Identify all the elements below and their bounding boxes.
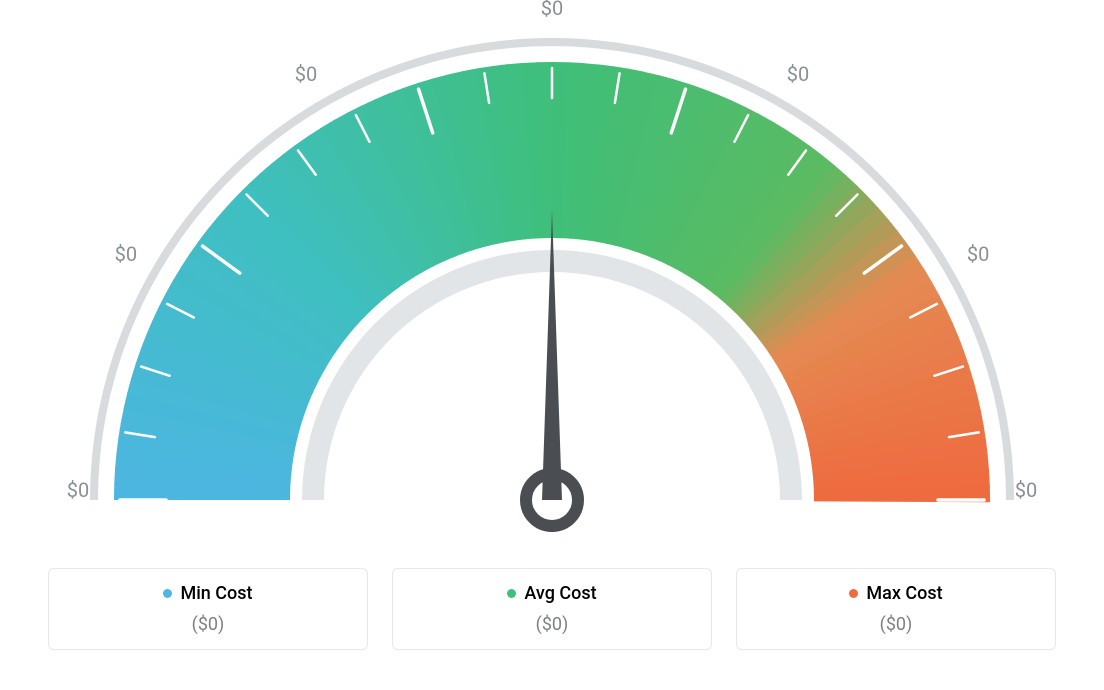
legend-value-min: ($0)	[59, 614, 357, 635]
scale-label: $0	[295, 62, 317, 86]
legend-label-max: Max Cost	[866, 583, 942, 604]
scale-label: $0	[967, 242, 989, 266]
legend-card-min: Min Cost ($0)	[48, 568, 368, 650]
legend-label-min: Min Cost	[180, 583, 252, 604]
legend-dot-max	[849, 589, 858, 598]
scale-label: $0	[67, 478, 89, 502]
legend-row: Min Cost ($0) Avg Cost ($0) Max Cost ($0…	[0, 568, 1104, 650]
legend-value-avg: ($0)	[403, 614, 701, 635]
gauge-chart: $0 $0 $0 $0 $0 $0 $0	[0, 0, 1104, 560]
legend-dot-min	[163, 589, 172, 598]
scale-label: $0	[1015, 478, 1037, 502]
scale-label: $0	[541, 0, 563, 20]
legend-title-min: Min Cost	[163, 583, 252, 604]
legend-card-avg: Avg Cost ($0)	[392, 568, 712, 650]
legend-dot-avg	[507, 589, 516, 598]
scale-label: $0	[787, 62, 809, 86]
legend-value-max: ($0)	[747, 614, 1045, 635]
legend-title-max: Max Cost	[849, 583, 942, 604]
gauge-svg	[0, 0, 1104, 560]
legend-label-avg: Avg Cost	[524, 583, 596, 604]
scale-label: $0	[115, 242, 137, 266]
legend-title-avg: Avg Cost	[507, 583, 596, 604]
legend-card-max: Max Cost ($0)	[736, 568, 1056, 650]
